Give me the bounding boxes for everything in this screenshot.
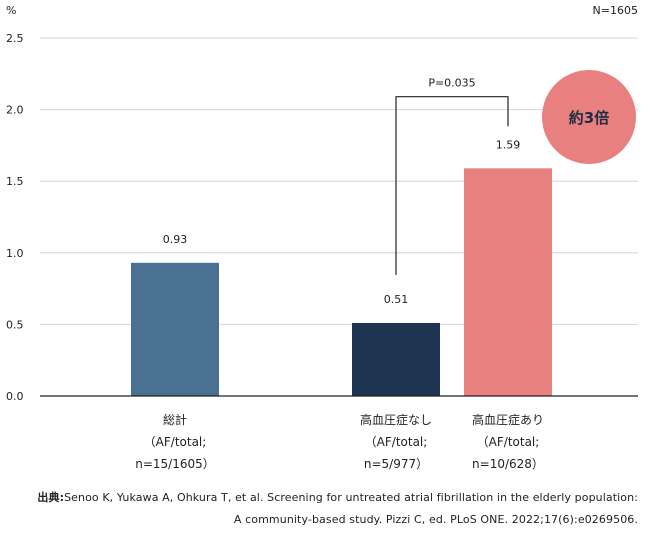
- source-line-2: A community-based study. Pizzi C, ed. PL…: [0, 513, 638, 526]
- category-label: n=5/977）: [364, 457, 428, 471]
- y-tick-label: 1.5: [6, 175, 24, 188]
- category-label: 高血圧症なし: [360, 412, 432, 427]
- value-label: 0.93: [163, 233, 188, 246]
- bars: [131, 168, 552, 396]
- value-label: 0.51: [384, 293, 409, 306]
- y-tick-label: 2.0: [6, 104, 24, 117]
- category-label: 総計: [163, 412, 187, 427]
- y-axis-ticks: 0.0 0.5 1.0 1.5 2.0 2.5: [6, 32, 24, 403]
- ratio-badge: [542, 70, 636, 164]
- category-label: n=15/1605）: [135, 457, 215, 471]
- significance-bracket: [395, 96, 509, 275]
- bar: [131, 262, 219, 396]
- y-tick-label: 0.0: [6, 390, 24, 403]
- sample-size-label: N=1605: [593, 4, 638, 17]
- ratio-badge-text: 約3倍: [569, 109, 609, 127]
- p-value-label: P=0.035: [428, 77, 475, 90]
- source-text-1: Senoo K, Yukawa A, Ohkura T, et al. Scre…: [64, 491, 638, 504]
- source-label: 出典:: [37, 491, 65, 504]
- y-tick-label: 2.5: [6, 32, 24, 45]
- category-labels: 総計 （AF/total; n=15/1605） 高血圧症なし （AF/total; n=…: [135, 412, 544, 471]
- bar: [352, 322, 440, 396]
- source-line-1: 出典:Senoo K, Yukawa A, Ohkura T, et al. S…: [0, 489, 638, 505]
- category-label: 高血圧症あり: [472, 412, 544, 427]
- significance-annotation: P=0.035 約3倍: [395, 70, 636, 275]
- value-labels: 0.93 0.51 1.59: [163, 138, 521, 306]
- category-label: （AF/total;: [477, 435, 540, 449]
- bar-chart: % N=1605 0.0 0.5 1.0 1.5 2.0 2.5 0.93 0.51 1.59…: [6, 4, 638, 471]
- category-label: （AF/total;: [365, 435, 428, 449]
- category-label: n=10/628）: [472, 457, 544, 471]
- y-tick-label: 0.5: [6, 318, 24, 331]
- source-text-2: A community-based study. Pizzi C, ed. PL…: [233, 513, 638, 526]
- value-label: 1.59: [496, 138, 521, 151]
- y-unit-label: %: [6, 4, 16, 17]
- bar: [464, 168, 552, 396]
- category-label: （AF/total;: [144, 435, 207, 449]
- y-tick-label: 1.0: [6, 247, 24, 260]
